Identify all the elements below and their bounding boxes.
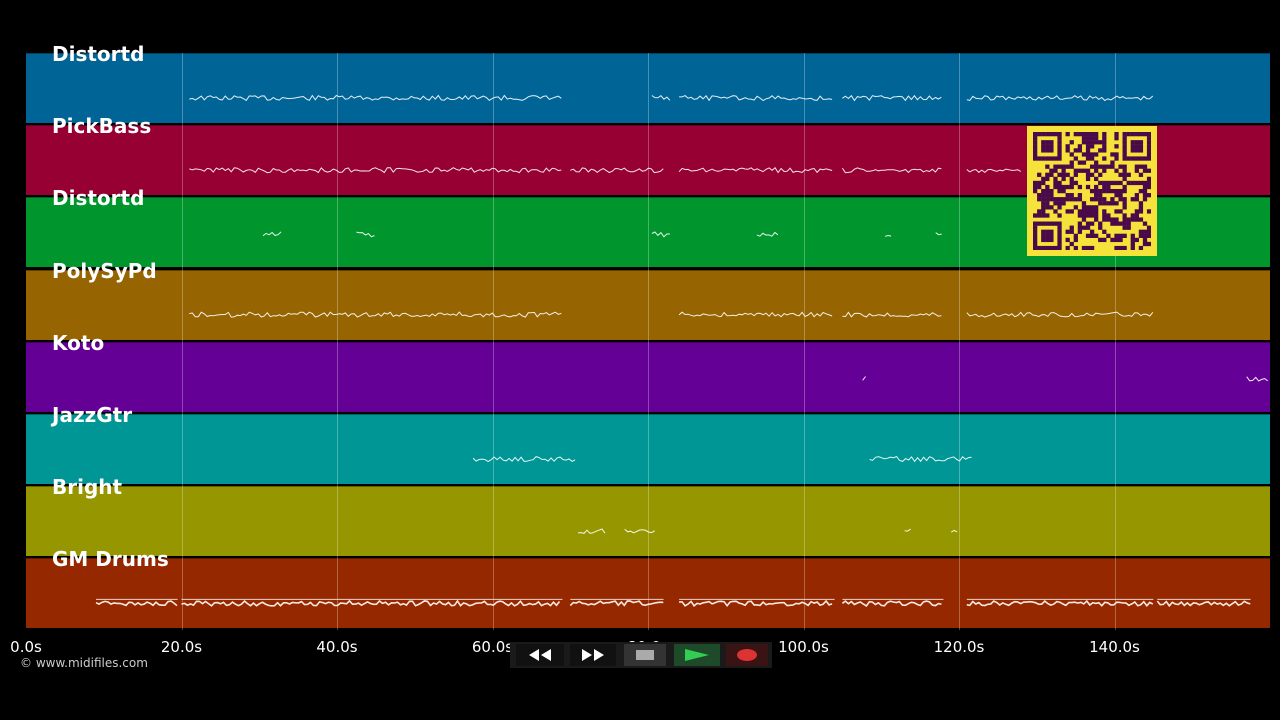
- time-tick-label: 120.0s: [933, 638, 985, 656]
- track-name: PolySyPd: [52, 258, 157, 283]
- time-tick-label: 40.0s: [316, 638, 358, 656]
- time-tick-label: 100.0s: [778, 638, 829, 656]
- stop-button[interactable]: [624, 644, 666, 666]
- track-lane[interactable]: GM Drums: [26, 547, 1270, 629]
- rewind-button[interactable]: [516, 644, 564, 666]
- qr-code-image: [1033, 132, 1151, 250]
- transport-bar: [510, 642, 772, 668]
- track-name: GM Drums: [52, 547, 169, 572]
- time-tick-label: 60.0s: [471, 638, 514, 656]
- track-lane[interactable]: Distortd: [26, 42, 1270, 123]
- track-name: Distortd: [52, 42, 145, 66]
- qr-code: [1027, 126, 1157, 256]
- time-tick-label: 140.0s: [1089, 638, 1140, 656]
- track-name: Koto: [52, 330, 105, 355]
- rewind-icon: [529, 649, 551, 661]
- track-name: Distortd: [52, 186, 145, 211]
- time-tick-label: 20.0s: [160, 638, 203, 656]
- track-lane[interactable]: PolySyPd: [26, 259, 1270, 340]
- track-name: PickBass: [52, 114, 152, 139]
- track-name: Bright: [52, 475, 123, 500]
- track-lane[interactable]: JazzGtr: [26, 403, 1270, 484]
- track-lane[interactable]: Bright: [26, 475, 1270, 557]
- track-lanes: Distortd PickBass Distortd PolySyPd Koto Jazz…: [26, 42, 1270, 630]
- fast-forward-icon: [582, 649, 604, 661]
- play-button[interactable]: [674, 644, 720, 666]
- record-icon: [737, 649, 757, 661]
- track-name: JazzGtr: [52, 403, 133, 427]
- copyright-text: © www.midifiles.com: [20, 656, 148, 670]
- record-button[interactable]: [726, 644, 768, 666]
- fast-forward-button[interactable]: [570, 644, 616, 666]
- time-tick-label: 0.0s: [10, 638, 42, 656]
- stop-icon: [636, 650, 654, 660]
- play-icon: [685, 649, 709, 661]
- track-lane[interactable]: Koto: [26, 331, 1270, 412]
